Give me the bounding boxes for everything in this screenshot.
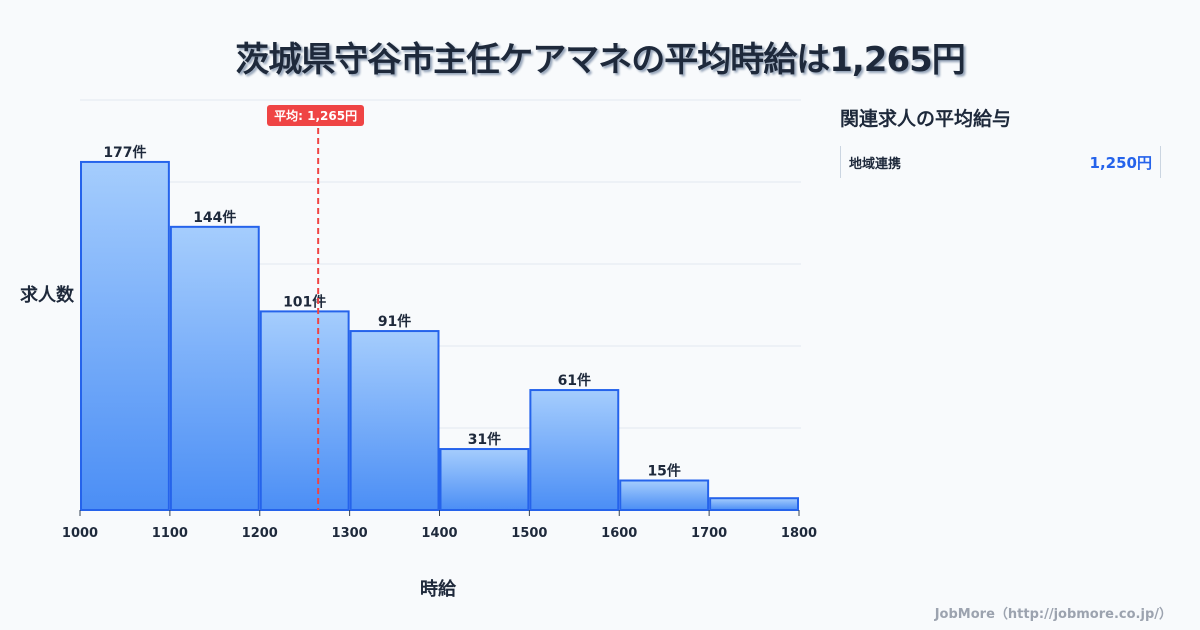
- histogram-bar: [80, 160, 170, 511]
- x-tick-label: 1600: [601, 526, 637, 541]
- histogram-bar: [709, 497, 799, 512]
- related-job-salary: 1,250円: [1089, 153, 1152, 172]
- x-tick-label: 1700: [691, 526, 727, 541]
- x-tick-label: 1200: [242, 526, 278, 541]
- histogram-bar: [259, 310, 350, 512]
- bar-value-label: 101件: [283, 293, 326, 310]
- bar-value-label: 15件: [647, 463, 680, 480]
- x-tick-label: 1100: [152, 526, 188, 541]
- related-salary-title: 関連求人の平均給与: [840, 108, 1012, 130]
- histogram-bar: [439, 448, 530, 512]
- x-axis-label: 時給: [420, 579, 456, 600]
- x-tick-label: 1500: [511, 526, 547, 541]
- histogram-bar: [349, 330, 440, 511]
- x-tick-label: 1800: [781, 526, 817, 541]
- x-tick-label: 1000: [62, 526, 98, 541]
- bar-value-label: 31件: [468, 431, 501, 448]
- histogram-bar: [529, 389, 620, 512]
- credit-text: JobMore（http://jobmore.co.jp/）: [934, 607, 1172, 622]
- bar-value-label: 61件: [558, 372, 591, 389]
- histogram-bar: [619, 479, 710, 512]
- x-tick-label: 1400: [421, 526, 457, 541]
- bar-value-label: 144件: [193, 209, 236, 226]
- related-job-label: 地域連携: [849, 156, 902, 172]
- bar-value-label: 177件: [103, 144, 146, 161]
- page-title: 茨城県守谷市主任ケアマネの平均時給は1,265円: [235, 40, 966, 80]
- y-axis-label: 求人数: [20, 285, 74, 306]
- histogram-bar: [169, 225, 260, 511]
- x-tick-label: 1300: [332, 526, 368, 541]
- related-salary-item[interactable]: 地域連携 1,250円: [840, 146, 1161, 178]
- average-label: 平均: 1,265円: [267, 105, 365, 126]
- bar-value-label: 91件: [378, 313, 411, 330]
